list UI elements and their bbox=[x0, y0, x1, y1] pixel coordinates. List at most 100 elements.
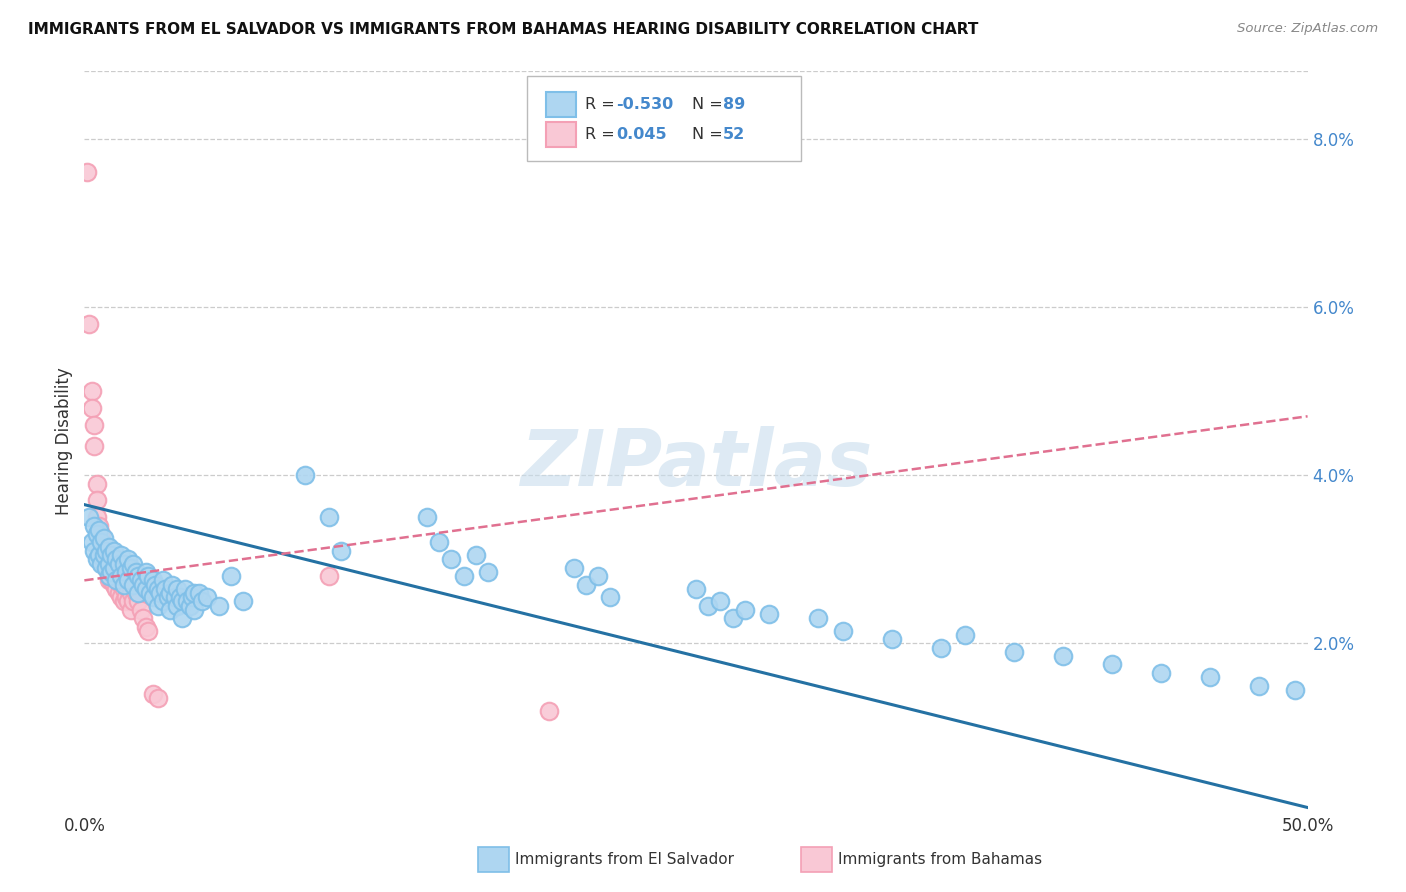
Point bbox=[562, 560, 585, 574]
Point bbox=[97, 540, 120, 554]
Point bbox=[97, 557, 120, 571]
Point bbox=[87, 531, 110, 545]
Point bbox=[87, 548, 110, 562]
Point bbox=[110, 548, 132, 562]
Point bbox=[318, 569, 340, 583]
Point bbox=[294, 468, 316, 483]
Point bbox=[83, 417, 105, 432]
Point bbox=[93, 548, 115, 562]
Point bbox=[173, 582, 195, 596]
Point bbox=[127, 594, 149, 608]
Point bbox=[117, 582, 139, 596]
Point bbox=[97, 569, 120, 583]
Point bbox=[83, 439, 105, 453]
Point bbox=[110, 590, 132, 604]
Point bbox=[159, 586, 181, 600]
Point bbox=[115, 590, 138, 604]
Point bbox=[97, 574, 120, 588]
Point bbox=[734, 603, 756, 617]
Point bbox=[477, 565, 499, 579]
Point bbox=[176, 594, 198, 608]
Point bbox=[1198, 670, 1220, 684]
Point bbox=[166, 599, 188, 613]
Point bbox=[1284, 682, 1306, 697]
Point bbox=[172, 594, 194, 608]
Text: 52: 52 bbox=[723, 128, 745, 142]
Point bbox=[1150, 665, 1173, 680]
Text: Immigrants from Bahamas: Immigrants from Bahamas bbox=[838, 853, 1042, 867]
Point bbox=[318, 510, 340, 524]
Point bbox=[464, 548, 486, 562]
Point bbox=[219, 569, 242, 583]
Point bbox=[416, 510, 439, 524]
Point bbox=[115, 565, 138, 579]
Point bbox=[440, 552, 463, 566]
Point bbox=[86, 493, 108, 508]
Point bbox=[77, 510, 100, 524]
Point bbox=[96, 544, 118, 558]
Point bbox=[136, 569, 159, 583]
Point bbox=[86, 476, 108, 491]
Point bbox=[86, 527, 108, 541]
Point bbox=[90, 557, 112, 571]
Point bbox=[132, 611, 155, 625]
Point bbox=[87, 518, 110, 533]
Point bbox=[93, 557, 115, 571]
Point bbox=[127, 586, 149, 600]
Point bbox=[152, 594, 174, 608]
Point bbox=[807, 611, 830, 625]
Point bbox=[146, 599, 169, 613]
Point bbox=[685, 582, 707, 596]
Point bbox=[159, 603, 181, 617]
Point bbox=[188, 586, 211, 600]
Point bbox=[127, 569, 149, 583]
Point bbox=[117, 574, 139, 588]
Point bbox=[96, 560, 118, 574]
Point bbox=[453, 569, 475, 583]
Point bbox=[146, 691, 169, 706]
Y-axis label: Hearing Disability: Hearing Disability bbox=[55, 368, 73, 516]
Point bbox=[152, 574, 174, 588]
Point bbox=[831, 624, 853, 638]
Point bbox=[1247, 679, 1270, 693]
Point bbox=[125, 565, 148, 579]
Point bbox=[103, 560, 125, 574]
Point bbox=[110, 577, 132, 591]
Point bbox=[156, 590, 179, 604]
Point bbox=[87, 523, 110, 537]
Text: N =: N = bbox=[692, 97, 728, 112]
Point bbox=[83, 518, 105, 533]
Point bbox=[142, 590, 165, 604]
Text: -0.530: -0.530 bbox=[616, 97, 673, 112]
Point bbox=[721, 611, 744, 625]
Point bbox=[83, 544, 105, 558]
Point bbox=[100, 560, 122, 574]
Point bbox=[76, 165, 98, 179]
Text: Immigrants from El Salvador: Immigrants from El Salvador bbox=[515, 853, 734, 867]
Point bbox=[330, 544, 353, 558]
Point bbox=[105, 574, 128, 588]
Point bbox=[90, 540, 112, 554]
Text: 0.045: 0.045 bbox=[616, 128, 666, 142]
Point bbox=[697, 599, 720, 613]
Point bbox=[143, 577, 166, 591]
Point bbox=[758, 607, 780, 621]
Point bbox=[100, 548, 122, 562]
Point bbox=[105, 552, 128, 566]
Point bbox=[132, 577, 155, 591]
Point bbox=[195, 590, 218, 604]
Point bbox=[110, 569, 132, 583]
Point bbox=[135, 619, 157, 633]
Point bbox=[90, 535, 112, 549]
Point bbox=[181, 590, 204, 604]
Text: ZIPatlas: ZIPatlas bbox=[520, 425, 872, 502]
Point bbox=[112, 594, 135, 608]
Point bbox=[90, 527, 112, 541]
Point bbox=[575, 577, 598, 591]
Point bbox=[125, 586, 148, 600]
Point bbox=[100, 574, 122, 588]
Point bbox=[120, 603, 142, 617]
Point bbox=[77, 317, 100, 331]
Point bbox=[86, 552, 108, 566]
Text: R =: R = bbox=[585, 128, 624, 142]
